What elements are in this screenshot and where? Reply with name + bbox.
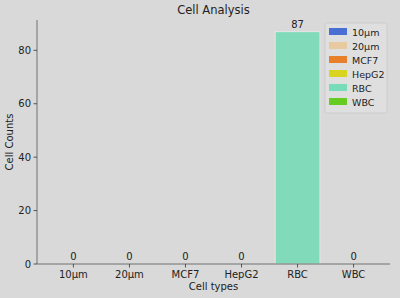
x-tick-label: MCF7	[172, 269, 200, 280]
y-tick	[34, 264, 38, 265]
x-tick	[297, 264, 298, 268]
x-axis-line	[37, 264, 390, 265]
y-tick	[34, 210, 38, 211]
x-tick-label: RBC	[287, 269, 308, 280]
y-tick-label: 60	[18, 98, 31, 109]
y-tick-label: 0	[25, 259, 31, 270]
legend-label: 10µm	[352, 27, 379, 38]
y-tick-label: 80	[18, 45, 31, 56]
legend-label: WBC	[352, 97, 375, 108]
data-label: 0	[238, 251, 244, 262]
chart-container: 0 20 40 60 80 10µm 20µm MCF7 HepG2 RBC WBC 0 0 0 0 87 0 C…	[0, 0, 400, 298]
x-tick-label: 10µm	[59, 269, 88, 280]
y-tick	[34, 103, 38, 104]
chart: 0 20 40 60 80 10µm 20µm MCF7 HepG2 RBC WBC 0 0 0 0 87 0 C…	[0, 0, 400, 298]
x-tick	[129, 264, 130, 268]
legend-swatch	[329, 56, 347, 63]
legend-label: HepG2	[352, 69, 384, 80]
legend-swatch	[329, 70, 347, 77]
y-tick	[34, 157, 38, 158]
bars	[275, 32, 320, 264]
x-axis-label: Cell types	[189, 281, 238, 292]
y-axis-line	[37, 20, 38, 264]
legend-box	[325, 23, 387, 113]
x-tick-label: HepG2	[224, 269, 258, 280]
bar	[275, 32, 320, 264]
x-tick-label: WBC	[342, 269, 366, 280]
data-label: 0	[126, 251, 132, 262]
legend-swatch	[329, 98, 347, 105]
x-tick	[185, 264, 186, 268]
x-tick	[241, 264, 242, 268]
y-axis-label: Cell Counts	[4, 114, 15, 171]
data-label: 87	[291, 19, 304, 30]
legend-swatch	[329, 42, 347, 49]
x-tick	[73, 264, 74, 268]
background	[0, 0, 400, 298]
y-tick-label: 20	[18, 205, 31, 216]
x-tick-label: 20µm	[115, 269, 144, 280]
data-label: 0	[350, 251, 356, 262]
legend-label: MCF7	[352, 55, 378, 66]
x-tick	[353, 264, 354, 268]
legend-label: 20µm	[352, 41, 379, 52]
legend-swatch	[329, 84, 347, 91]
y-tick-label: 40	[18, 152, 31, 163]
title: Cell Analysis	[177, 3, 250, 17]
legend: 10µm 20µm MCF7 HepG2 RBC WBC	[325, 23, 387, 113]
legend-label: RBC	[352, 83, 372, 94]
y-tick	[34, 50, 38, 51]
data-label: 0	[70, 251, 76, 262]
data-label: 0	[182, 251, 188, 262]
legend-swatch	[329, 28, 347, 35]
